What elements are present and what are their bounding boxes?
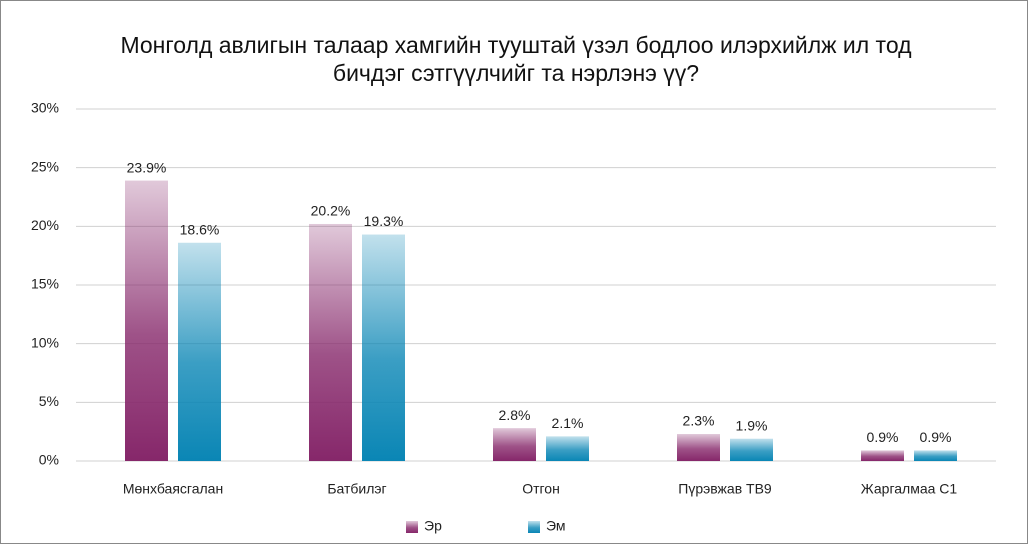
legend-swatch [406,521,418,533]
y-tick-label: 0% [39,452,59,468]
x-tick-label: Мөнхбаясгалан [123,481,223,497]
y-tick-label: 20% [31,217,59,233]
data-label: 2.1% [552,415,584,431]
data-label: 23.9% [127,159,167,175]
bar [861,450,904,461]
data-label: 20.2% [311,203,351,219]
bar [493,428,536,461]
data-label: 2.3% [683,413,715,429]
bar [309,223,352,461]
bar [914,450,957,461]
bar [730,438,773,461]
data-label: 19.3% [364,213,404,229]
bar [178,242,221,461]
y-tick-label: 5% [39,393,59,409]
legend-swatch [528,521,540,533]
bar [125,180,168,461]
data-label: 0.9% [920,429,952,445]
data-label: 2.8% [499,407,531,423]
bar [546,436,589,461]
x-tick-label: Пүрэвжав ТВ9 [678,481,772,497]
bar [362,234,405,461]
y-tick-label: 10% [31,334,59,350]
data-label: 0.9% [867,429,899,445]
y-tick-label: 15% [31,276,59,292]
data-label: 18.6% [180,221,220,237]
data-label: 1.9% [736,417,768,433]
legend-label: Эм [546,518,566,534]
x-tick-label: Отгон [522,481,560,497]
bar [677,434,720,461]
y-tick-label: 25% [31,158,59,174]
legend-label: Эр [424,518,442,534]
x-tick-label: Жаргалмаа С1 [861,481,958,497]
y-tick-label: 30% [31,100,59,116]
chart-title: Монголд авлигын талаар хамгийн тууштай ү… [120,32,912,86]
x-tick-label: Батбилэг [327,481,386,497]
